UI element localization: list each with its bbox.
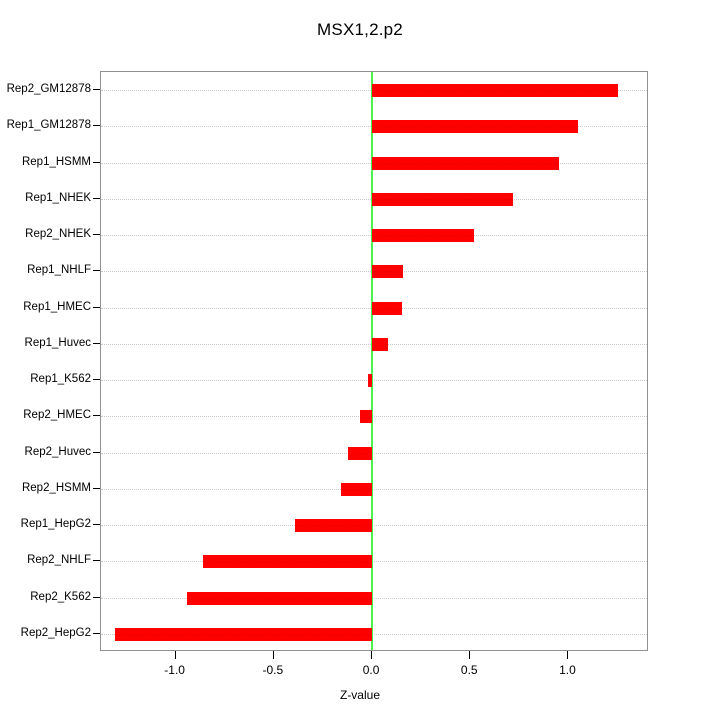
y-tick-label: Rep2_GM12878 <box>6 83 91 95</box>
y-tick-mark <box>93 89 100 90</box>
bar-hatch <box>372 307 402 310</box>
bar-hatch <box>372 234 475 237</box>
y-tick-mark <box>93 162 100 163</box>
x-tick-mark <box>567 651 569 659</box>
bar <box>360 410 373 423</box>
y-tick-mark <box>93 488 100 489</box>
bar-hatch <box>295 524 373 527</box>
y-tick-mark <box>93 379 100 380</box>
bar <box>372 265 404 278</box>
y-tick-label: Rep2_HepG2 <box>20 627 91 639</box>
bar <box>372 84 618 97</box>
bar-hatch <box>340 488 373 491</box>
y-tick-label: Rep1_NHLF <box>27 264 91 276</box>
x-tick-label: 1.0 <box>559 663 576 677</box>
bar <box>372 157 559 170</box>
bar-hatch <box>372 198 514 201</box>
bar <box>114 628 373 641</box>
y-tick-mark <box>93 234 100 235</box>
gridline <box>101 380 647 381</box>
bar <box>348 447 373 460</box>
bar-hatch <box>348 452 373 455</box>
y-tick-label: Rep1_K562 <box>30 373 91 385</box>
y-tick-mark <box>93 452 100 453</box>
bar-hatch <box>368 379 373 382</box>
bar-hatch <box>114 633 373 636</box>
gridline <box>101 416 647 417</box>
bar <box>187 592 373 605</box>
x-tick-label: -0.5 <box>262 663 284 677</box>
y-tick-label: Rep1_HMEC <box>23 301 91 313</box>
bar-hatch <box>372 89 618 92</box>
y-tick-mark <box>93 270 100 271</box>
y-tick-mark <box>93 125 100 126</box>
bar <box>372 302 402 315</box>
x-tick-label: 0.0 <box>362 663 380 677</box>
y-tick-mark <box>93 307 100 308</box>
bar-hatch <box>187 597 373 600</box>
gridline <box>101 525 647 526</box>
bar-hatch <box>372 270 404 273</box>
x-tick-mark <box>174 651 176 659</box>
bar-hatch <box>372 125 579 128</box>
y-tick-mark <box>93 415 100 416</box>
bar <box>295 519 373 532</box>
y-tick-label: Rep1_GM12878 <box>6 119 91 131</box>
gridline <box>101 634 647 635</box>
gridline <box>101 598 647 599</box>
bar <box>372 229 475 242</box>
y-tick-mark <box>93 597 100 598</box>
gridline <box>101 453 647 454</box>
gridline <box>101 561 647 562</box>
y-tick-label: Rep2_K562 <box>30 591 91 603</box>
gridline <box>101 489 647 490</box>
x-tick-mark <box>272 651 274 659</box>
x-tick-mark <box>371 651 373 659</box>
zero-reference-line <box>371 72 374 650</box>
x-tick-label: 0.5 <box>460 663 478 677</box>
y-tick-label: Rep2_HMEC <box>23 409 91 421</box>
x-tick-label: -1.0 <box>164 663 185 677</box>
y-tick-label: Rep2_HSMM <box>21 482 91 494</box>
y-tick-mark <box>93 198 100 199</box>
y-tick-label: Rep1_NHEK <box>25 192 91 204</box>
bar-hatch <box>360 415 373 418</box>
bar-hatch <box>372 343 388 346</box>
bar <box>372 120 579 133</box>
y-tick-label: Rep2_NHLF <box>27 554 91 566</box>
bar-hatch <box>203 560 373 563</box>
bar <box>340 483 373 496</box>
bar <box>203 555 373 568</box>
y-tick-mark <box>93 633 100 634</box>
y-axis-labels: Rep2_GM12878 Rep1_GM12878 Rep1_HSMM Rep1_NH… <box>0 0 91 720</box>
bar <box>372 338 388 351</box>
plot-area <box>100 71 648 651</box>
bar <box>372 193 514 206</box>
x-axis-title: Z-value <box>339 688 380 702</box>
y-tick-label: Rep2_NHEK <box>25 228 91 240</box>
page-title: MSX1,2.p2 <box>317 20 403 39</box>
bar-hatch <box>372 162 559 165</box>
y-tick-label: Rep1_HSMM <box>21 156 91 168</box>
bar <box>368 374 373 387</box>
y-tick-label: Rep2_Huvec <box>24 446 91 458</box>
y-tick-mark <box>93 560 100 561</box>
x-tick-mark <box>469 651 471 659</box>
y-tick-mark <box>93 524 100 525</box>
y-tick-mark <box>93 343 100 344</box>
y-tick-label: Rep1_Huvec <box>24 337 91 349</box>
y-tick-label: Rep1_HepG2 <box>20 518 91 530</box>
